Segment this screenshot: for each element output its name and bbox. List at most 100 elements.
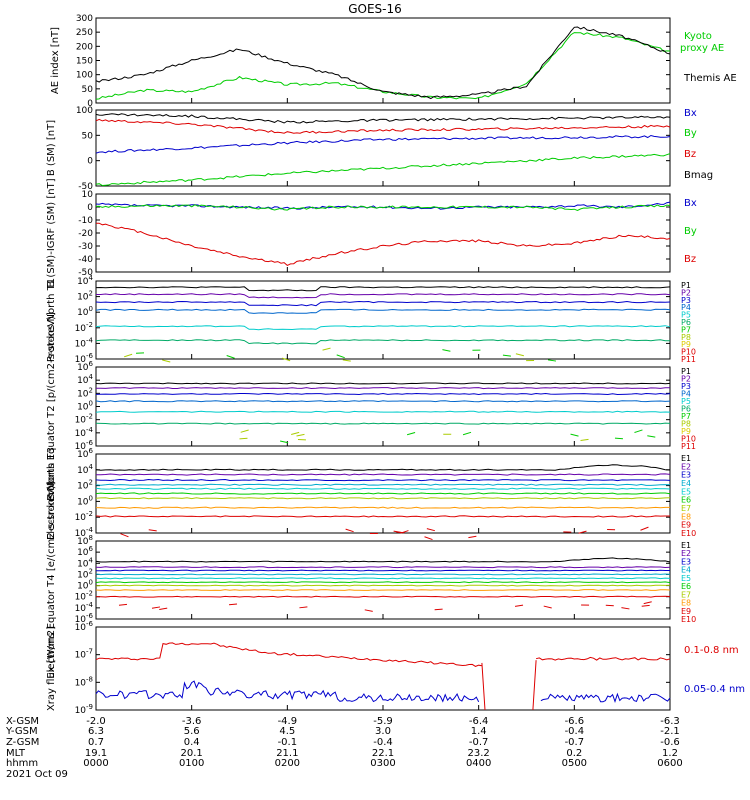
- y-tick-label: 10-6: [75, 620, 94, 633]
- ephemeris-value: 5.6: [184, 726, 200, 737]
- y-tick-label: 108: [77, 534, 93, 547]
- sparse-mark: [151, 606, 161, 609]
- channel-legend-entry: E8: [681, 599, 691, 608]
- y-tick-label: 0: [87, 203, 93, 213]
- sparse-mark: [336, 354, 345, 359]
- y-tick-label: 10-6: [75, 612, 94, 625]
- ephemeris-value: 0.2: [566, 748, 582, 759]
- y-tick-label: -30: [78, 242, 93, 252]
- sparse-mark: [296, 433, 305, 437]
- panel-frame: [95, 540, 671, 620]
- channel-line: [95, 410, 671, 413]
- y-tick-label: 100: [77, 579, 93, 592]
- y-tick-label: 104: [77, 274, 93, 287]
- legend-entry: Kyoto: [684, 31, 712, 42]
- y-tick-label: 10-9: [75, 703, 93, 716]
- channel-legend-entry: E2: [681, 549, 691, 558]
- sparse-mark: [342, 359, 351, 362]
- sparse-mark: [547, 359, 557, 362]
- ephemeris-row-label: Z-GSM: [6, 737, 39, 748]
- y-tick-label: 10-2: [75, 321, 93, 334]
- channel-line: [95, 286, 671, 292]
- sparse-mark: [614, 437, 623, 440]
- channel-legend-entry: P10: [681, 435, 696, 444]
- ephemeris-row-label: Y-GSM: [5, 726, 38, 737]
- channel-line: [95, 387, 670, 390]
- channel-line: [95, 339, 670, 345]
- ephemeris-value: 0200: [275, 758, 300, 769]
- y-tick-label: -50: [78, 268, 93, 278]
- sparse-mark: [406, 431, 416, 436]
- channel-legend-entry: P4: [681, 390, 691, 399]
- ephemeris-value: -2.1: [660, 726, 680, 737]
- series-line: [95, 26, 671, 100]
- legend-entry: By: [684, 128, 697, 139]
- y-tick-label: -50: [78, 182, 93, 192]
- channel-legend-entry: P4: [681, 303, 691, 312]
- channel-line: [95, 473, 671, 476]
- channel-legend-entry: E5: [681, 487, 691, 496]
- y-tick-label: 0: [87, 99, 93, 109]
- xray-long-line: [95, 642, 671, 711]
- channel-line: [95, 506, 670, 509]
- sparse-mark: [647, 435, 656, 438]
- ephemeris-value: 0500: [562, 758, 587, 769]
- channel-line: [95, 300, 671, 307]
- channel-legend-entry: E2: [681, 462, 691, 471]
- channel-legend-entry: E1: [681, 454, 691, 463]
- channel-legend-entry: E6: [681, 496, 691, 505]
- ephemeris-value: 0300: [370, 758, 395, 769]
- ephemeris-value: 23.2: [468, 748, 490, 759]
- series-line: [95, 113, 671, 124]
- channel-legend-entry: P9: [681, 340, 691, 349]
- ephemeris-value: -5.9: [373, 716, 393, 727]
- y-tick-label: 104: [77, 373, 93, 386]
- sparse-mark: [515, 353, 524, 357]
- sparse-mark: [434, 608, 443, 611]
- channel-line: [95, 584, 671, 587]
- sparse-mark: [502, 354, 511, 357]
- y-tick-label: 10-4: [75, 426, 94, 439]
- channel-line: [95, 595, 671, 598]
- y-tick-label: 100: [76, 106, 93, 116]
- channel-legend-entry: P10: [681, 348, 696, 357]
- channel-legend-entry: E8: [681, 512, 691, 521]
- ephemeris-value: -0.7: [469, 737, 489, 748]
- sparse-mark: [468, 535, 477, 539]
- sparse-mark: [462, 431, 472, 436]
- legend-entry: By: [684, 226, 697, 237]
- ephemeris-value: -0.4: [565, 726, 585, 737]
- y-tick-label: 10-2: [75, 510, 93, 523]
- ephemeris-date: 2021 Oct 09: [6, 769, 68, 780]
- y-tick-label: 0: [87, 157, 93, 167]
- ephemeris-value: 1.2: [662, 748, 678, 759]
- channel-line: [95, 557, 671, 563]
- channel-line: [95, 422, 671, 425]
- y-axis-label: Electrons North T3: [46, 447, 57, 540]
- channel-legend-entry: P8: [681, 333, 691, 342]
- series-line: [95, 32, 671, 100]
- sparse-mark: [426, 528, 435, 532]
- panel-b_igrf: 10 0 -10 -20 -30 -40 -50 B (SM)-IGRF (SM) [nT] B…: [46, 178, 697, 287]
- y-tick-label: 100: [76, 71, 93, 81]
- channel-legend-entry: E1: [681, 541, 691, 550]
- ephemeris-value: 0000: [83, 758, 108, 769]
- y-tick-label: 10: [82, 190, 94, 200]
- ephemeris-value: 21.1: [276, 748, 298, 759]
- channel-legend-entry: P6: [681, 405, 691, 414]
- legend-entry: Bx: [684, 198, 697, 209]
- channel-legend-entry: E9: [681, 607, 691, 616]
- ephemeris-row-label: hhmm: [6, 758, 38, 769]
- y-tick-label: 10-4: [75, 336, 94, 349]
- sparse-mark: [282, 357, 291, 362]
- sparse-mark: [123, 353, 133, 358]
- ephemeris-value: -6.4: [469, 716, 489, 727]
- legend-entry: Bmag: [684, 170, 713, 181]
- ephemeris-row-label: MLT: [6, 748, 26, 759]
- y-tick-label: 10-4: [75, 526, 94, 539]
- ephemeris-value: 6.3: [88, 726, 104, 737]
- ephemeris-value: 19.1: [85, 748, 107, 759]
